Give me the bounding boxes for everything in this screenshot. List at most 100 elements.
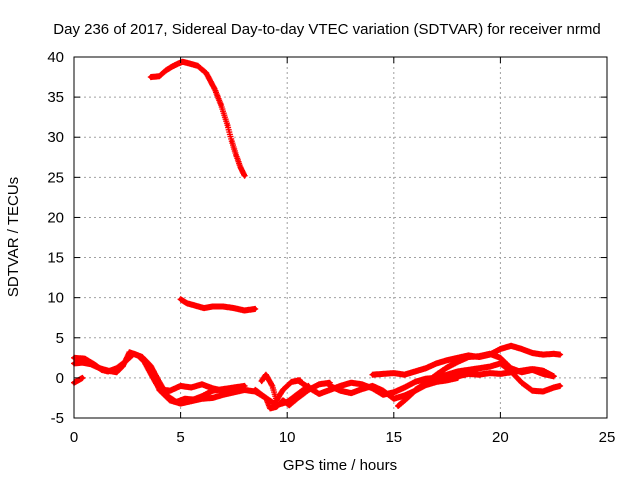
data-point (370, 383, 375, 388)
data-point (391, 396, 396, 401)
data-point (167, 398, 172, 403)
data-point (274, 404, 279, 409)
data-point (231, 390, 236, 395)
data-point (135, 353, 140, 358)
data-point (80, 375, 85, 380)
data-point (487, 364, 492, 369)
data-point (229, 139, 234, 144)
data-point (238, 164, 243, 169)
data-point (519, 368, 524, 373)
data-point (204, 71, 209, 76)
data-point (187, 61, 192, 66)
data-point (338, 383, 343, 388)
data-point (445, 376, 450, 381)
x-tick-label: 0 (70, 429, 78, 446)
data-point (199, 382, 204, 387)
data-point (189, 399, 194, 404)
data-series (71, 58, 564, 412)
data-point (287, 403, 292, 408)
data-point (210, 304, 215, 309)
x-tick-label: 20 (492, 429, 509, 446)
data-point (530, 367, 535, 372)
data-point (170, 64, 175, 69)
data-point (268, 406, 273, 411)
data-point (195, 63, 200, 68)
data-point (391, 390, 396, 395)
y-tick-label: 30 (47, 129, 64, 146)
data-point (381, 388, 386, 393)
data-point (498, 361, 503, 366)
data-point (466, 355, 471, 360)
data-point (163, 68, 168, 73)
series-arc-low-l (433, 366, 557, 385)
data-point (558, 352, 563, 357)
data-point (274, 398, 279, 403)
data-point (434, 379, 439, 384)
data-point (193, 303, 198, 308)
y-tick-label: 10 (47, 290, 64, 307)
data-point (263, 395, 268, 400)
data-point (509, 343, 514, 348)
data-point (445, 365, 450, 370)
data-point (413, 369, 418, 374)
series-arc-high (147, 58, 248, 179)
data-point (487, 371, 492, 376)
y-tick-label: 40 (47, 49, 64, 66)
data-point (530, 388, 535, 393)
data-point (551, 351, 556, 356)
data-point (338, 388, 343, 393)
data-point (80, 360, 85, 365)
data-point (498, 371, 503, 376)
data-point (381, 371, 386, 376)
data-point (551, 374, 556, 379)
data-point (280, 398, 285, 403)
data-point (210, 386, 215, 391)
data-point (477, 366, 482, 371)
data-point (270, 383, 275, 388)
data-point (359, 387, 364, 392)
data-point (231, 306, 236, 311)
data-point (396, 403, 401, 408)
data-point (157, 387, 162, 392)
data-point (404, 396, 409, 401)
x-tick-label: 15 (385, 429, 402, 446)
data-point (189, 385, 194, 390)
data-point (541, 368, 546, 373)
data-point (202, 306, 207, 311)
data-point (306, 385, 311, 390)
data-point (82, 356, 87, 361)
data-point (199, 396, 204, 401)
data-point (176, 61, 181, 66)
data-point (519, 347, 524, 352)
data-point (234, 152, 239, 157)
data-point (402, 385, 407, 390)
y-tick-label: 0 (56, 370, 64, 387)
grid-lines (74, 57, 607, 418)
data-point (455, 359, 460, 364)
data-point (530, 351, 535, 356)
data-point (370, 372, 375, 377)
data-point (434, 361, 439, 366)
data-point (225, 123, 230, 128)
y-tick-label: 35 (47, 89, 64, 106)
data-point (76, 378, 81, 383)
x-axis-title: GPS time / hours (283, 457, 397, 474)
data-point (280, 387, 285, 392)
data-point (178, 383, 183, 388)
tick-labels: 0 5 10 15 20 25 -5 0 5 10 15 20 25 30 35 40 (47, 49, 615, 446)
axis-ticks (73, 56, 608, 419)
x-tick-label: 10 (279, 429, 296, 446)
data-point (180, 59, 185, 64)
data-point (455, 374, 460, 379)
series-arc-low-b (71, 349, 227, 394)
data-point (317, 391, 322, 396)
data-point (466, 371, 471, 376)
data-point (184, 301, 189, 306)
data-point (148, 371, 153, 376)
data-point (221, 392, 226, 397)
data-point (423, 366, 428, 371)
data-point (477, 354, 482, 359)
data-point (178, 297, 183, 302)
data-point (413, 387, 418, 392)
